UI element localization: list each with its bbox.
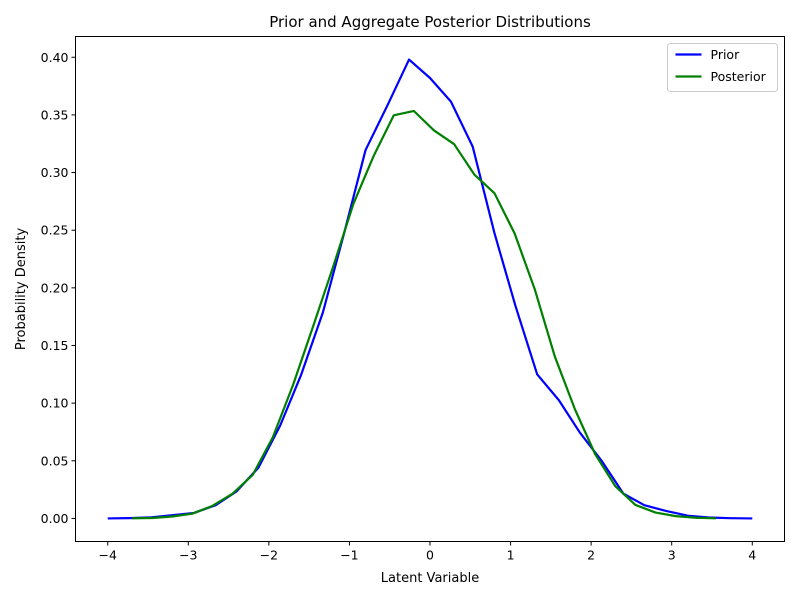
x-tick-label: −2 <box>260 548 278 563</box>
series-line-posterior <box>131 109 717 520</box>
legend: Prior Posterior <box>667 43 778 92</box>
y-axis-label: Probability Density <box>14 228 29 351</box>
y-tick-label: 0.30 <box>41 165 69 180</box>
x-tick-label: −4 <box>99 548 117 563</box>
plot-frame <box>75 36 785 542</box>
y-tick-label: 0.15 <box>41 338 69 353</box>
y-tick-label: 0.00 <box>41 511 69 526</box>
y-tick-label: 0.20 <box>41 280 69 295</box>
x-tick-label: 0 <box>426 548 434 563</box>
y-tick-label: 0.35 <box>41 107 69 122</box>
series-line-prior <box>107 58 753 520</box>
y-tick-label: 0.40 <box>41 50 69 65</box>
x-tick-label: 4 <box>748 548 756 563</box>
y-tick-label: 0.10 <box>41 396 69 411</box>
legend-label-prior: Prior <box>711 47 741 62</box>
y-axis: 0.00 0.05 0.10 0.15 0.20 0.25 0.30 0.35 0.40 <box>41 50 76 526</box>
plot-area <box>107 58 753 520</box>
x-tick-label: −1 <box>340 548 358 563</box>
y-tick-label: 0.25 <box>41 223 69 238</box>
x-axis-label: Latent Variable <box>381 571 479 586</box>
chart-title: Prior and Aggregate Posterior Distributi… <box>269 13 591 31</box>
x-tick-label: −3 <box>179 548 197 563</box>
x-tick-label: 2 <box>587 548 595 563</box>
x-axis: −4 −3 −2 −1 0 1 2 3 4 <box>99 541 756 563</box>
x-tick-label: 1 <box>507 548 515 563</box>
legend-label-posterior: Posterior <box>711 69 767 84</box>
x-tick-label: 3 <box>668 548 676 563</box>
y-tick-label: 0.05 <box>41 453 69 468</box>
